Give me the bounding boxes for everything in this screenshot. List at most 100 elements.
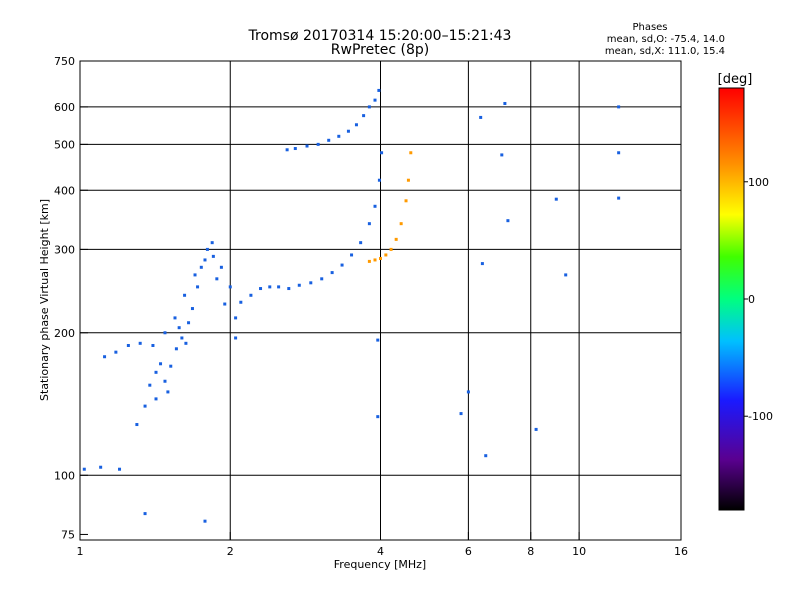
data-point — [174, 347, 178, 351]
colorbar-tick-label: -100 — [748, 410, 773, 423]
axis-ticks: 1 2 4 6 8 10 16 75 100 200 300 400 500 600 750 — [54, 55, 688, 558]
phases-heading: Phases — [632, 22, 667, 33]
data-point — [169, 364, 173, 368]
x-tick-label: 4 — [377, 545, 384, 558]
data-point — [173, 316, 177, 320]
y-tick-label: 750 — [54, 55, 75, 68]
y-tick-label: 300 — [54, 243, 75, 256]
data-point — [210, 241, 214, 245]
data-point — [148, 383, 152, 387]
data-point — [259, 287, 263, 291]
data-point — [190, 307, 194, 311]
data-point — [409, 151, 413, 155]
x-tick-label: 6 — [465, 545, 472, 558]
data-point — [479, 115, 483, 119]
data-points — [82, 88, 621, 523]
data-point — [373, 98, 377, 102]
data-point — [163, 331, 167, 335]
data-point — [234, 336, 238, 340]
data-point — [159, 362, 163, 366]
data-point — [99, 465, 103, 469]
data-point — [234, 316, 238, 320]
data-point — [118, 467, 122, 471]
data-point — [103, 355, 107, 359]
data-point — [389, 247, 393, 251]
data-point — [564, 273, 568, 277]
data-point — [377, 178, 381, 182]
data-point — [500, 153, 504, 157]
data-point — [377, 88, 381, 92]
y-tick-label: 100 — [54, 469, 75, 482]
grid-lines — [80, 61, 681, 540]
data-point — [211, 254, 215, 258]
data-point — [166, 390, 170, 394]
data-point — [268, 285, 272, 289]
data-point — [196, 285, 200, 289]
data-point — [506, 219, 510, 223]
data-point — [373, 204, 377, 208]
data-point — [327, 138, 331, 142]
data-point — [379, 257, 382, 261]
data-point — [277, 285, 281, 289]
data-point — [503, 101, 507, 105]
data-point — [617, 105, 621, 109]
data-point — [320, 277, 324, 281]
data-point — [154, 370, 158, 374]
data-point — [193, 273, 197, 277]
data-point — [330, 271, 334, 275]
data-point — [466, 390, 470, 394]
data-point — [394, 237, 398, 241]
x-tick-label: 2 — [227, 545, 234, 558]
data-point — [126, 343, 130, 347]
data-point — [617, 151, 621, 155]
data-point — [316, 142, 320, 146]
data-point — [249, 293, 253, 297]
data-point — [297, 283, 301, 287]
data-point — [163, 379, 167, 383]
data-point — [199, 265, 203, 269]
chart-title-line1: Tromsø 20170314 15:20:00–15:21:43 — [248, 28, 512, 44]
data-point — [228, 285, 232, 289]
data-point — [143, 512, 147, 516]
data-point — [305, 144, 309, 148]
data-point — [184, 341, 188, 345]
phases-line1: mean, sd,O: -75.4, 14.0 — [607, 34, 725, 45]
data-point — [219, 265, 223, 269]
data-point — [239, 300, 243, 304]
data-point — [154, 397, 158, 401]
colorbar — [718, 87, 745, 511]
data-point — [82, 467, 86, 471]
y-axis-label: Stationary phase Virtual Height [km] — [38, 199, 51, 401]
data-point — [183, 293, 187, 297]
y-tick-label: 200 — [54, 327, 75, 340]
data-point — [285, 148, 289, 152]
data-point — [309, 281, 313, 285]
data-point — [205, 247, 209, 251]
x-tick-label: 10 — [572, 545, 586, 558]
data-point — [376, 415, 380, 419]
colorbar-tick-label: 100 — [748, 176, 769, 189]
data-point — [293, 147, 297, 151]
data-point — [350, 253, 354, 257]
x-tick-label: 8 — [527, 545, 534, 558]
data-point — [135, 423, 139, 427]
x-tick-label: 1 — [77, 545, 84, 558]
data-point — [359, 241, 363, 245]
data-point — [215, 277, 219, 281]
data-point — [399, 222, 403, 226]
data-point — [180, 336, 184, 340]
x-tick-label: 16 — [674, 545, 688, 558]
y-tick-label: 600 — [54, 101, 75, 114]
data-point — [554, 197, 558, 201]
data-point — [459, 412, 463, 416]
data-point — [367, 105, 371, 109]
data-point — [384, 253, 388, 257]
data-point — [337, 134, 341, 138]
colorbar-label: [deg] — [718, 72, 753, 87]
data-point — [617, 196, 621, 200]
data-point — [346, 129, 350, 133]
data-point — [143, 404, 147, 408]
data-point — [354, 123, 358, 127]
data-point — [367, 222, 371, 226]
